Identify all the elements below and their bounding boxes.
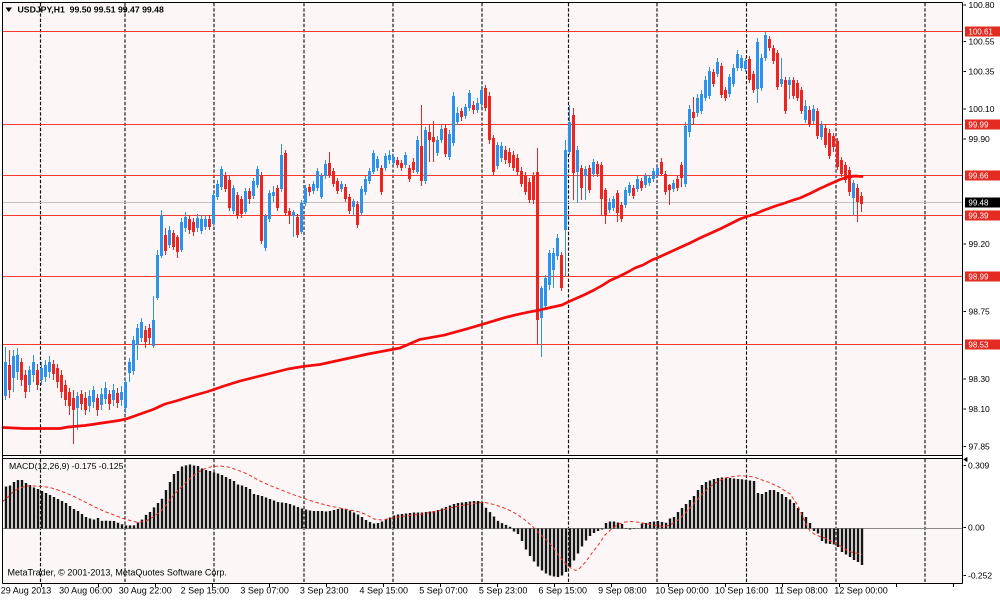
svg-text:10 Sep 16:00: 10 Sep 16:00 <box>715 586 769 596</box>
svg-text:11 Sep 08:00: 11 Sep 08:00 <box>775 586 828 596</box>
svg-text:12 Sep 00:00: 12 Sep 00:00 <box>834 586 888 596</box>
svg-text:99.90: 99.90 <box>969 134 991 144</box>
svg-text:98.99: 98.99 <box>968 272 989 281</box>
svg-text:99.20: 99.20 <box>969 239 991 249</box>
svg-text:100.55: 100.55 <box>969 37 995 47</box>
svg-text:0.309: 0.309 <box>968 460 990 470</box>
svg-text:0.00: 0.00 <box>968 523 985 533</box>
svg-text:2 Sep 15:00: 2 Sep 15:00 <box>181 586 230 596</box>
svg-text:10 Sep 00:00: 10 Sep 00:00 <box>655 586 709 596</box>
svg-text:98.10: 98.10 <box>969 404 991 414</box>
svg-text:9 Sep 08:00: 9 Sep 08:00 <box>598 586 647 596</box>
svg-text:MetaTrader, © 2001-2013, MetaQ: MetaTrader, © 2001-2013, MetaQuotes Soft… <box>8 568 227 578</box>
svg-text:MACD(12,26,9) -0.175 -0.125: MACD(12,26,9) -0.175 -0.125 <box>9 461 124 471</box>
svg-text:98.53: 98.53 <box>968 340 989 349</box>
svg-text:99.48: 99.48 <box>968 198 989 207</box>
svg-text:100.10: 100.10 <box>969 104 995 114</box>
svg-text:6 Sep 15:00: 6 Sep 15:00 <box>539 586 588 596</box>
svg-text:100.61: 100.61 <box>968 27 993 36</box>
svg-text:98.30: 98.30 <box>969 374 991 384</box>
svg-text:97.85: 97.85 <box>969 442 991 452</box>
svg-text:3 Sep 07:00: 3 Sep 07:00 <box>240 586 289 596</box>
svg-text:100.80: 100.80 <box>969 0 995 10</box>
svg-text:USDJPY,H1 99.50 99.51 99.47 9: USDJPY,H1 99.50 99.51 99.47 99.48 <box>18 5 165 15</box>
svg-text:3 Sep 23:00: 3 Sep 23:00 <box>300 586 349 596</box>
svg-text:30 Aug 06:00: 30 Aug 06:00 <box>59 586 112 596</box>
svg-text:5 Sep 07:00: 5 Sep 07:00 <box>419 586 468 596</box>
svg-text:29 Aug 2013: 29 Aug 2013 <box>1 586 52 596</box>
svg-text:100.35: 100.35 <box>969 67 995 77</box>
svg-text:-0.252: -0.252 <box>968 571 992 581</box>
svg-text:98.75: 98.75 <box>969 307 991 317</box>
svg-text:5 Sep 23:00: 5 Sep 23:00 <box>479 586 528 596</box>
svg-text:99.39: 99.39 <box>968 211 989 220</box>
svg-text:99.99: 99.99 <box>968 120 989 129</box>
svg-text:99.66: 99.66 <box>968 171 989 180</box>
svg-text:4 Sep 15:00: 4 Sep 15:00 <box>360 586 409 596</box>
svg-text:30 Aug 22:00: 30 Aug 22:00 <box>119 586 172 596</box>
